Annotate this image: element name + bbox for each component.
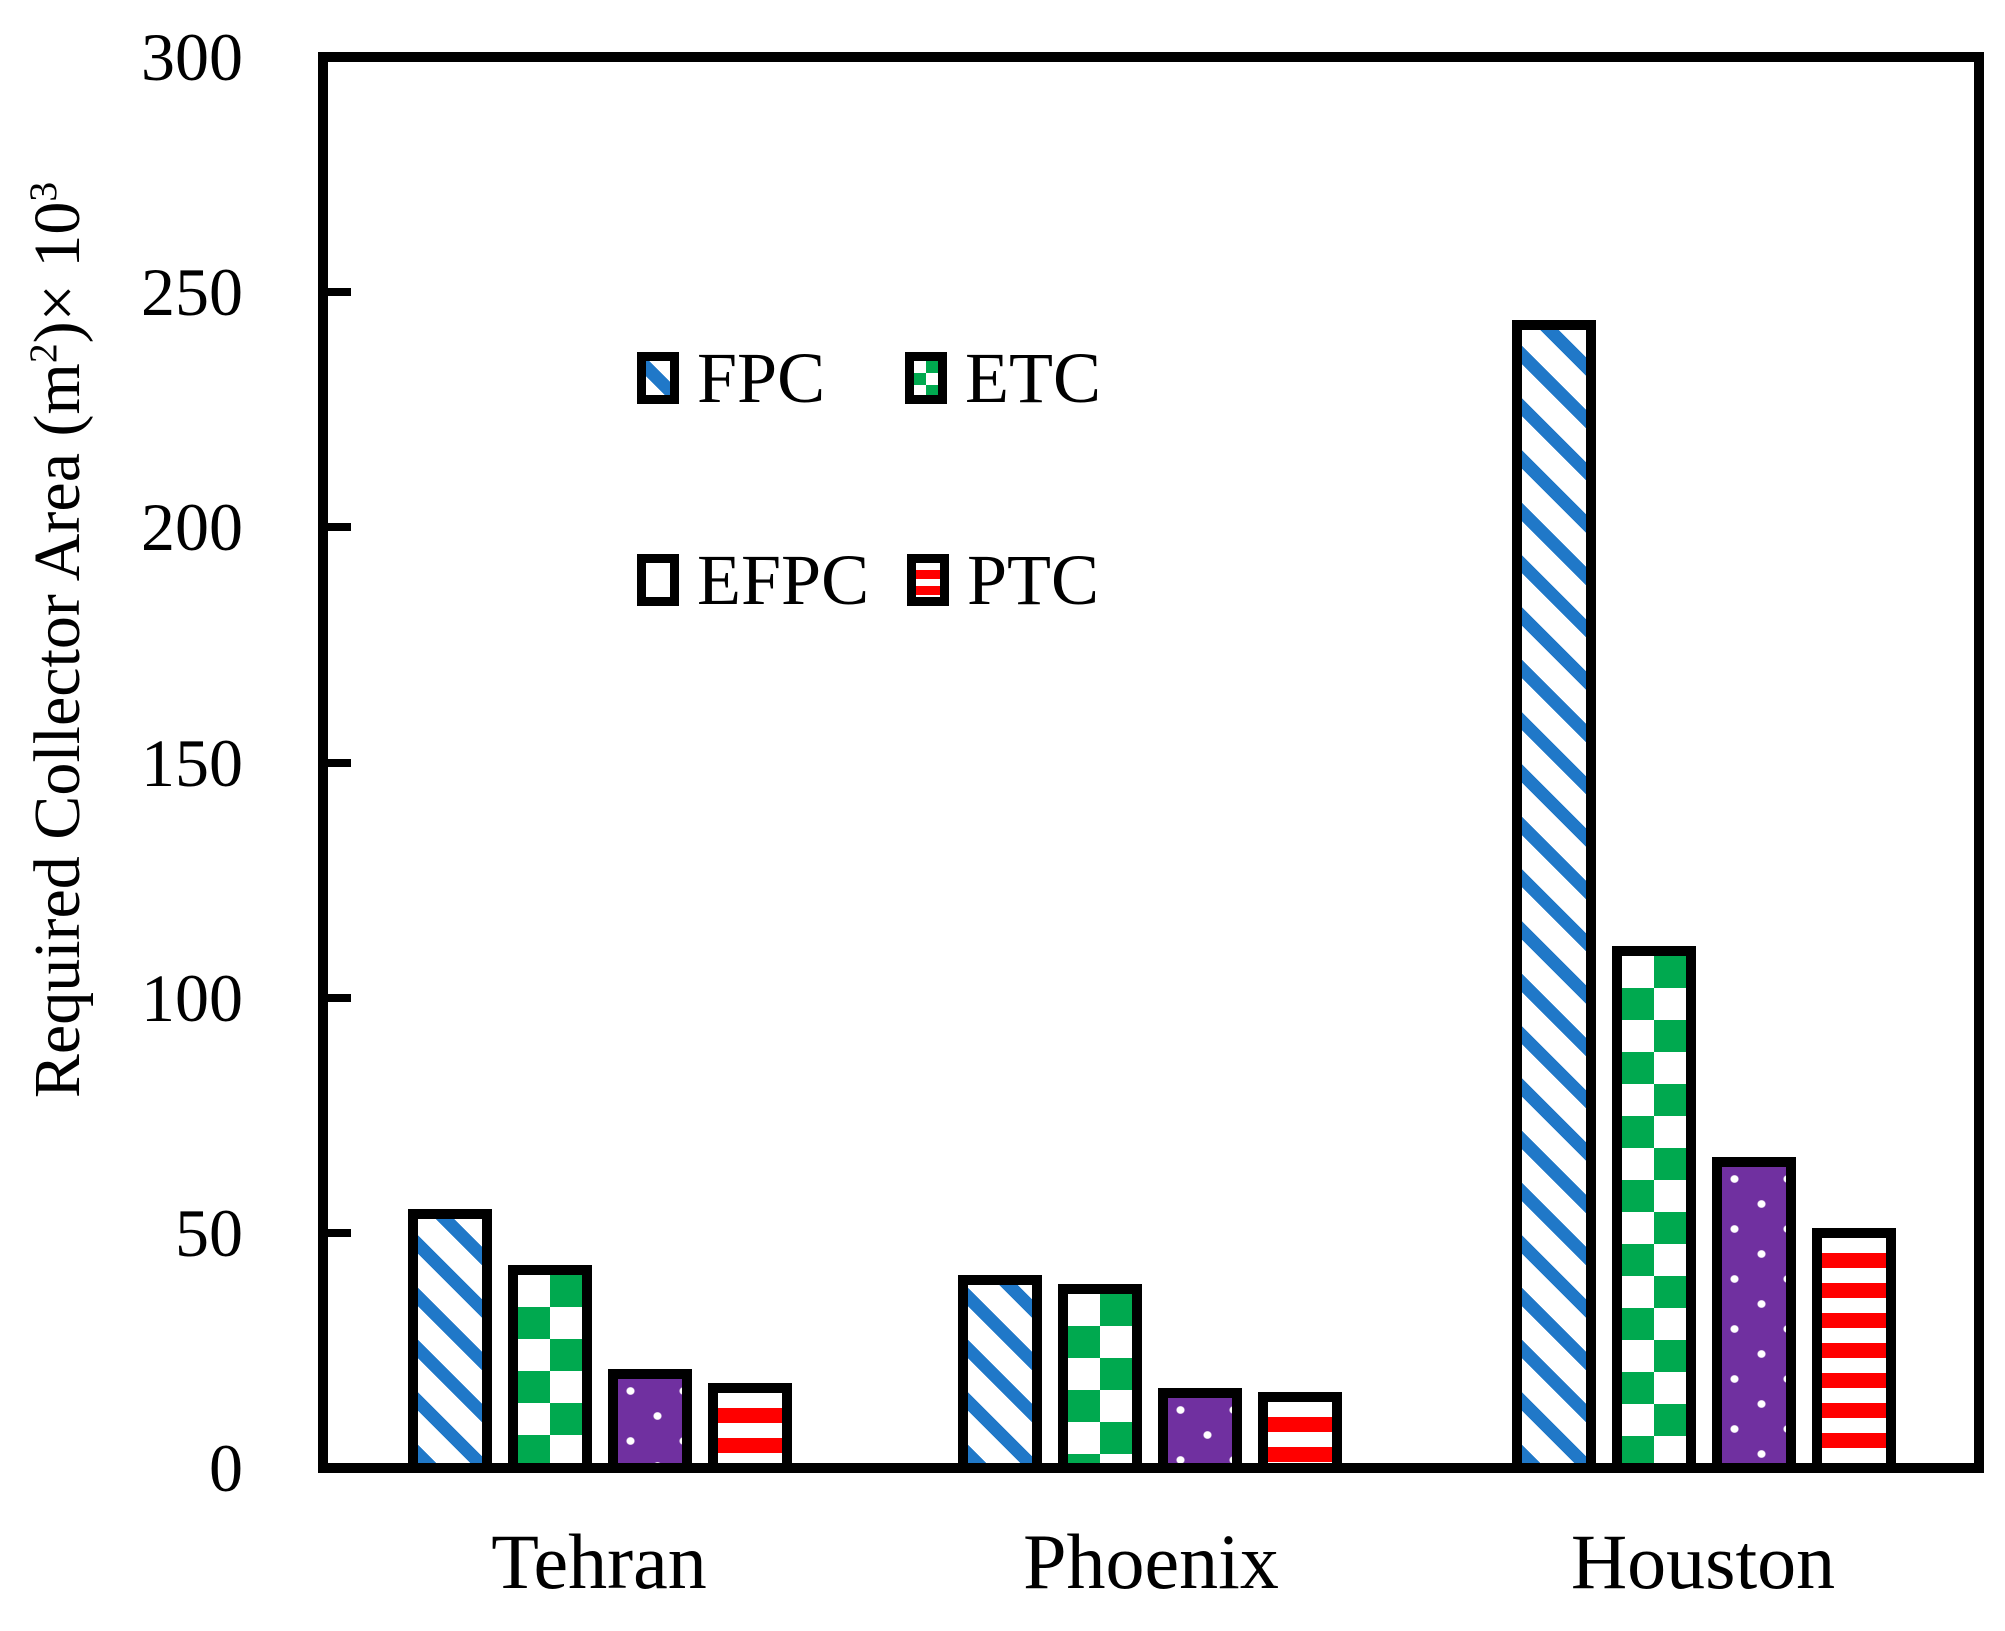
legend-label-fpc: FPC [697, 338, 826, 418]
y-axis-tick [323, 758, 351, 767]
legend-swatch-efpc [637, 554, 679, 606]
bar-efpc-houston [1712, 1157, 1796, 1473]
y-axis-tick [323, 523, 351, 532]
legend-label-etc: ETC [965, 338, 1101, 418]
y-axis-tick [323, 288, 351, 297]
bar-fpc-phoenix [958, 1275, 1042, 1473]
x-axis-category-label-houston: Houston [1570, 1518, 1836, 1605]
bar-ptc-tehran [708, 1383, 792, 1473]
bar-efpc-phoenix [1158, 1388, 1242, 1473]
bar-etc-phoenix [1058, 1284, 1142, 1473]
legend-swatch-fpc [637, 352, 679, 404]
bar-ptc-houston [1812, 1228, 1896, 1473]
legend-item-etc: ETC [905, 333, 1101, 423]
x-axis-category-label-tehran: Tehran [491, 1518, 707, 1605]
legend-item-ptc: PTC [907, 535, 1099, 625]
x-axis-category-label-phoenix: Phoenix [1023, 1518, 1279, 1605]
y-axis-tick-label: 250 [141, 254, 243, 331]
bar-etc-tehran [508, 1265, 592, 1473]
y-axis-tick-label: 0 [209, 1430, 243, 1506]
bar-efpc-tehran [608, 1369, 692, 1473]
y-axis-tick-label: 50 [175, 1194, 243, 1271]
legend-item-fpc: FPC [637, 333, 825, 423]
legend-item-efpc: EFPC [637, 535, 869, 625]
y-axis-title-superscript: 2 [21, 343, 65, 364]
bar-ptc-phoenix [1258, 1392, 1342, 1473]
bar-fpc-tehran [408, 1209, 492, 1473]
y-axis-tick-label: 150 [141, 724, 243, 801]
bar-etc-houston [1612, 946, 1696, 1473]
y-axis-tick-label: 100 [141, 959, 243, 1036]
y-axis-tick-label: 200 [141, 489, 243, 566]
y-axis-tick-label: 300 [141, 19, 243, 95]
y-axis-tick [323, 993, 351, 1002]
bar-fpc-houston [1512, 320, 1596, 1473]
y-axis-title-superscript: 3 [21, 181, 65, 202]
y-axis-tick [323, 1228, 351, 1237]
legend-swatch-ptc [907, 554, 949, 606]
legend-swatch-etc [905, 352, 947, 404]
legend-label-ptc: PTC [967, 540, 1100, 620]
legend-label-efpc: EFPC [697, 540, 870, 620]
